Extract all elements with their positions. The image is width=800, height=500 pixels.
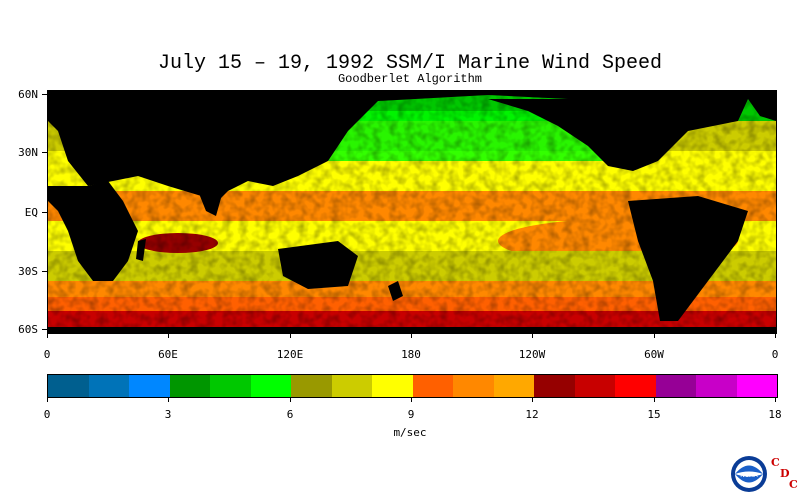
lon-label-120w: 120W: [518, 348, 546, 361]
colorbar-tick: [532, 397, 533, 402]
cdc-letter-c2: C: [789, 478, 798, 491]
colorbar-swatch-15: [655, 375, 696, 397]
colorbar-swatch-11: [493, 375, 534, 397]
colorbar-label-6: 6: [286, 408, 294, 421]
lon-tick: [654, 333, 655, 338]
lon-label-60e: 60E: [158, 348, 178, 361]
colorbar-swatch-14: [615, 375, 656, 397]
colorbar-swatch-12: [534, 375, 575, 397]
madagascar: [136, 239, 146, 261]
noaa-logo: NOAA: [731, 456, 767, 492]
lon-label-60w: 60W: [644, 348, 664, 361]
lat-tick: [42, 271, 47, 272]
new-zealand: [388, 281, 403, 301]
colorbar-label-3: 3: [164, 408, 172, 421]
colorbar-label-9: 9: [407, 408, 415, 421]
lat-tick: [42, 94, 47, 95]
colorbar-label-15: 15: [647, 408, 661, 421]
colorbar-unit: m/sec: [393, 426, 427, 439]
lon-label-120e: 120E: [276, 348, 304, 361]
colorbar-swatch-4: [210, 375, 251, 397]
lat-tick: [42, 329, 47, 330]
lat-tick: [42, 212, 47, 213]
australia: [278, 241, 358, 289]
lat-label-eq: EQ: [24, 206, 38, 219]
wind-speed-field: [48, 91, 776, 333]
antarctica: [48, 327, 776, 333]
lon-label-0-end: 0: [771, 348, 779, 361]
svg-text:NOAA: NOAA: [740, 472, 758, 479]
colorbar-swatch-7: [331, 375, 372, 397]
colorbar-label-18: 18: [768, 408, 782, 421]
colorbar-label-12: 12: [525, 408, 539, 421]
cdc-letter-d: D: [780, 467, 790, 480]
colorbar-swatch-16: [696, 375, 737, 397]
colorbar-swatch-10: [453, 375, 494, 397]
colorbar-swatch-5: [250, 375, 291, 397]
lon-tick: [532, 333, 533, 338]
colorbar-label-0: 0: [43, 408, 51, 421]
lon-tick: [168, 333, 169, 338]
lat-label-60n: 60N: [18, 88, 38, 101]
colorbar-tick: [168, 397, 169, 402]
lat-label-30n: 30N: [18, 146, 38, 159]
lat-label-30s: 30S: [18, 265, 38, 278]
wind-speed-colorbar: [47, 374, 778, 398]
colorbar-swatch-2: [129, 375, 170, 397]
lon-label-180: 180: [401, 348, 421, 361]
colorbar-tick: [775, 397, 776, 402]
lon-tick: [290, 333, 291, 338]
lon-tick: [411, 333, 412, 338]
lat-label-60s: 60S: [18, 323, 38, 336]
north-america: [488, 99, 748, 171]
europe-asia: [48, 91, 776, 201]
south-america: [628, 196, 748, 321]
landmasses: [48, 91, 776, 333]
lon-label-0: 0: [43, 348, 51, 361]
colorbar-tick: [290, 397, 291, 402]
africa: [48, 181, 138, 281]
colorbar-swatch-13: [574, 375, 615, 397]
map-subtitle: Goodberlet Algorithm: [337, 72, 483, 86]
colorbar-tick: [654, 397, 655, 402]
colorbar-swatch-0: [48, 375, 89, 397]
wind-speed-map: [47, 90, 777, 334]
lat-tick: [42, 152, 47, 153]
indian-subcontinent: [198, 191, 223, 216]
lon-tick: [775, 333, 776, 338]
colorbar-swatch-3: [169, 375, 210, 397]
colorbar-swatch-17: [736, 375, 777, 397]
map-title: July 15 – 19, 1992 SSM/I Marine Wind Spe…: [157, 52, 663, 75]
lon-tick: [47, 333, 48, 338]
greenland: [748, 99, 776, 121]
colorbar-swatch-1: [88, 375, 129, 397]
cdc-letter-c1: C: [771, 456, 780, 469]
colorbar-tick: [411, 397, 412, 402]
colorbar-swatch-8: [372, 375, 413, 397]
colorbar-tick: [47, 397, 48, 402]
colorbar-swatch-6: [291, 375, 332, 397]
colorbar-swatch-9: [412, 375, 453, 397]
